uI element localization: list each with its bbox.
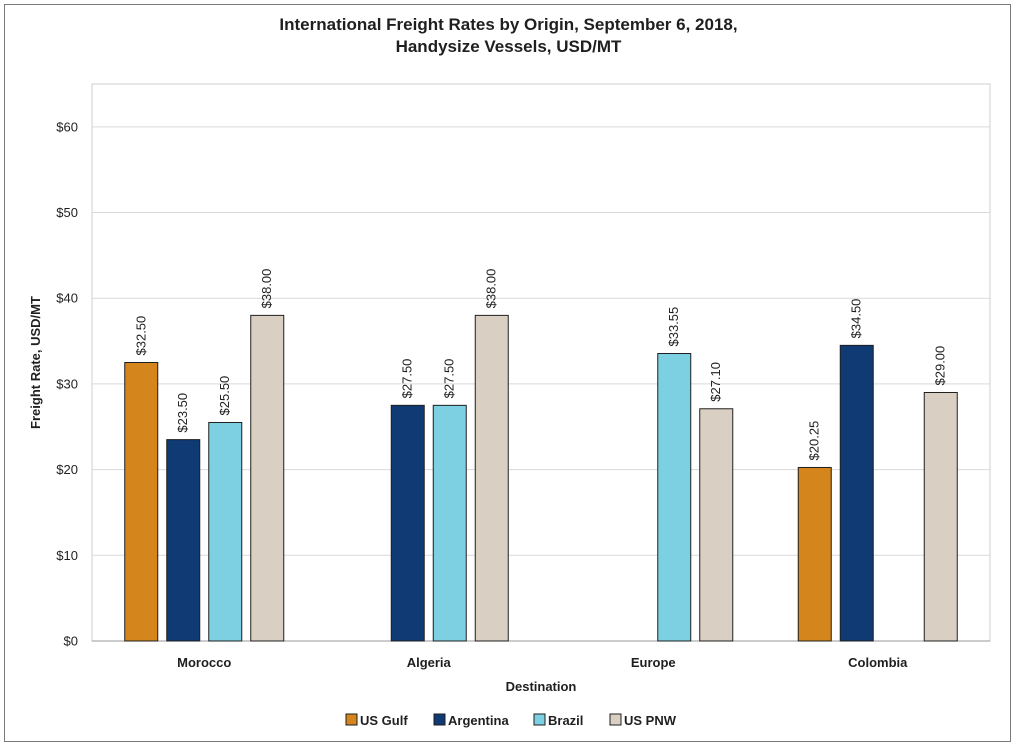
bar-us-pnw-europe — [699, 408, 734, 642]
y-tick-label: $50 — [56, 205, 78, 220]
data-label: $38.00 — [484, 269, 499, 309]
legend: US Gulf Argentina Brazil US PNW — [345, 713, 677, 728]
bar-us-gulf-colombia — [797, 466, 832, 642]
data-label: $27.50 — [400, 359, 415, 399]
bar-argentina-algeria — [390, 404, 425, 642]
y-tick-label: $60 — [56, 119, 78, 134]
data-label: $27.50 — [442, 359, 457, 399]
legend-swatch — [533, 713, 546, 726]
legend-label: Brazil — [548, 713, 583, 728]
y-tick-label: $0 — [64, 634, 78, 649]
legend-item-us-gulf: US Gulf — [345, 713, 408, 728]
legend-item-argentina: Argentina — [433, 713, 509, 728]
bar-argentina-morocco — [166, 439, 201, 642]
legend-swatch — [345, 713, 358, 726]
data-label: $29.00 — [933, 346, 948, 386]
legend-label: Argentina — [448, 713, 509, 728]
bar-us-pnw-morocco — [250, 314, 285, 642]
x-tick-label-algeria: Algeria — [407, 655, 452, 670]
legend-swatch — [433, 713, 446, 726]
data-label: $38.00 — [259, 269, 274, 309]
x-axis-categories: Morocco Algeria Europe Colombia — [177, 655, 908, 670]
y-tick-label: $40 — [56, 291, 78, 306]
legend-label: US Gulf — [360, 713, 408, 728]
bar-argentina-colombia — [839, 344, 874, 642]
data-labels: $32.50 $23.50 $25.50 $38.00 $27.50 $27.50 $38.… — [133, 269, 948, 461]
bar-us-pnw-colombia — [923, 391, 958, 642]
y-tick-label: $30 — [56, 376, 78, 391]
x-tick-label-morocco: Morocco — [177, 655, 231, 670]
x-tick-label-europe: Europe — [631, 655, 676, 670]
y-tick-label: $20 — [56, 462, 78, 477]
bar-brazil-morocco — [208, 421, 243, 642]
data-label: $25.50 — [217, 376, 232, 416]
legend-item-us-pnw: US PNW — [609, 713, 677, 728]
data-label: $27.10 — [708, 362, 723, 402]
data-label: $32.50 — [133, 316, 148, 356]
chart-title: International Freight Rates by Origin, S… — [0, 14, 1017, 58]
bar-us-pnw-algeria — [474, 314, 509, 642]
legend-swatch — [609, 713, 622, 726]
chart-title-line-1: International Freight Rates by Origin, S… — [279, 15, 738, 34]
bar-brazil-algeria — [432, 404, 467, 642]
bar-brazil-europe — [657, 353, 692, 642]
data-label: $20.25 — [807, 421, 822, 461]
data-label: $33.55 — [666, 307, 681, 347]
data-label: $34.50 — [849, 299, 864, 339]
bars — [124, 314, 958, 642]
data-label: $23.50 — [175, 393, 190, 433]
legend-label: US PNW — [624, 713, 677, 728]
x-axis-label: Destination — [506, 679, 577, 694]
bar-us-gulf-morocco — [124, 362, 159, 642]
chart-title-line-2: Handysize Vessels, USD/MT — [395, 37, 622, 56]
legend-item-brazil: Brazil — [533, 713, 583, 728]
y-axis-label: Freight Rate, USD/MT — [28, 296, 43, 429]
x-tick-label-colombia: Colombia — [848, 655, 908, 670]
y-axis-ticks: $0 $10 $20 $30 $40 $50 $60 — [56, 119, 78, 648]
y-tick-label: $10 — [56, 548, 78, 563]
